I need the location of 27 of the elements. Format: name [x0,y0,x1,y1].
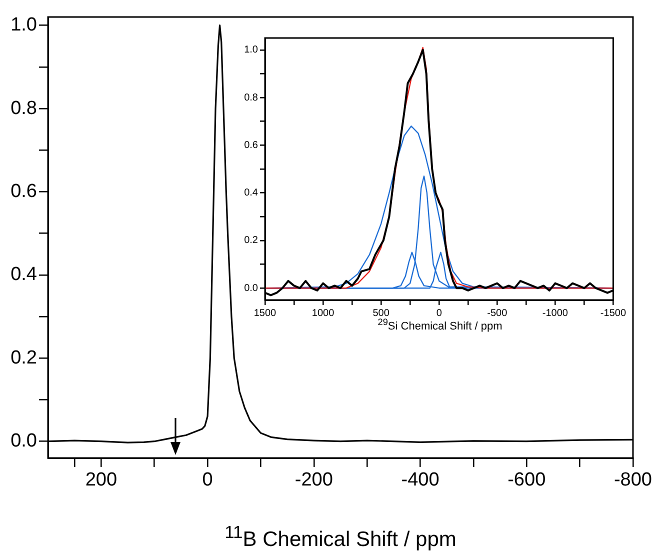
x-tick-label: 0 [436,308,442,319]
x-tick-label: -1000 [542,308,568,319]
y-tick-label: 0.6 [10,180,37,202]
y-tick-label: 1.0 [10,14,37,36]
x-tick-label: -800 [614,470,652,491]
x-tick-label: -1500 [600,308,626,319]
x-tick-label: -500 [487,308,508,319]
y-tick-label: 0.4 [10,264,38,286]
x-axis-title: $^{11}$B Chemical Shift / ppm [224,522,458,552]
y-tick-label: 0.8 [10,98,37,119]
x-tick-label: -600 [508,470,546,491]
x-tick-label: 1500 [254,308,277,319]
x-tick-label: -400 [401,470,440,491]
x-tick-label: 500 [372,308,390,319]
y-tick-label: 0.4 [244,188,258,199]
x-tick-label: -200 [294,470,333,491]
y-tick-label: 1.0 [244,44,258,56]
y-tick-label: 0.6 [244,140,258,151]
x-axis-title: $^{29}$Si Chemical Shift / ppm [376,317,504,333]
y-tick-label: 0.0 [10,430,37,452]
x-tick-label: 1000 [312,308,335,319]
y-tick-label: 0.8 [244,92,258,104]
x-tick-label: 200 [85,470,118,491]
y-tick-label: 0.2 [244,235,258,246]
y-tick-label: 0.0 [244,282,258,294]
y-tick-label: 0.2 [10,347,37,368]
x-tick-label: 0 [202,470,213,491]
